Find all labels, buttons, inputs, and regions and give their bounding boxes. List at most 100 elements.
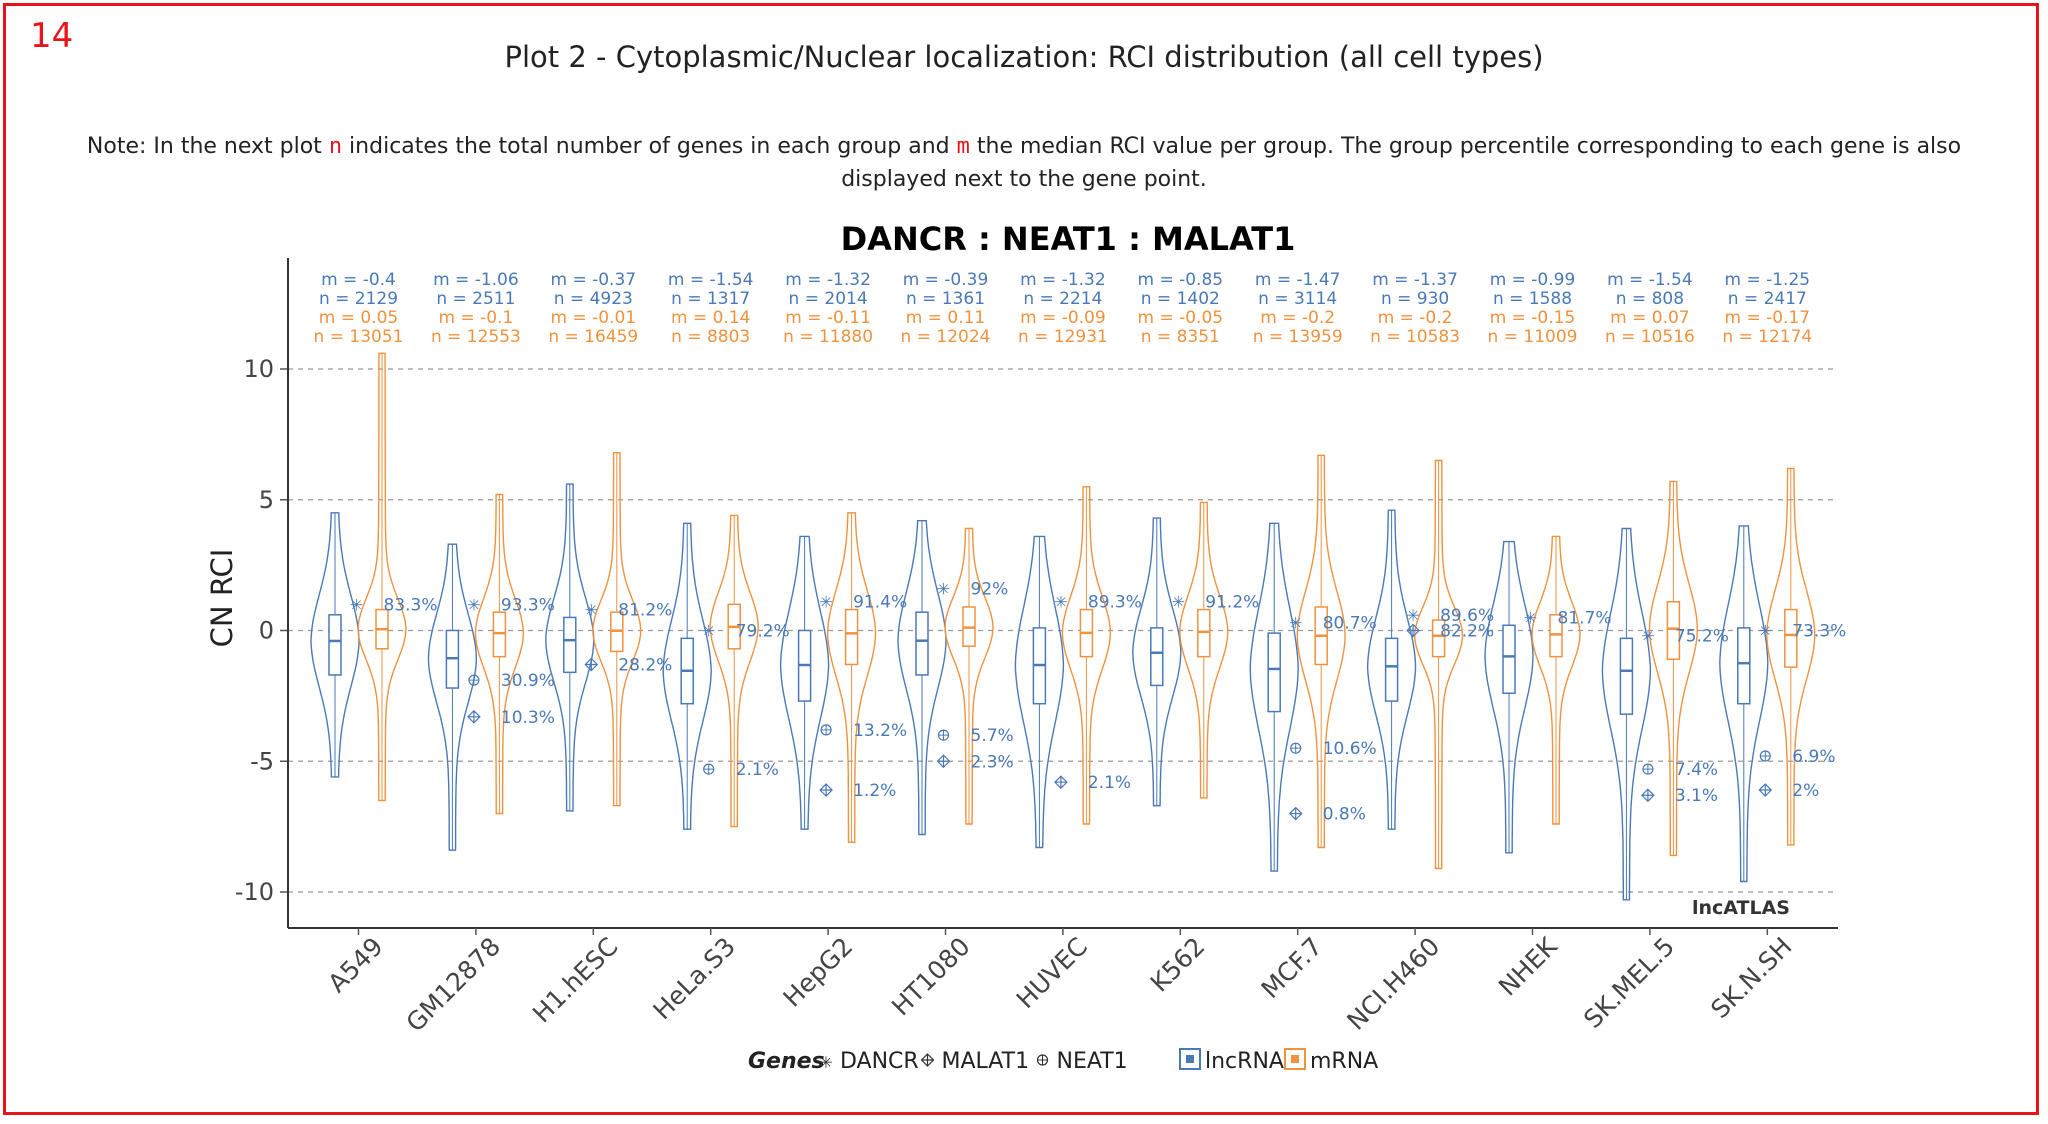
gene-point-DANCR-SK.MEL.5: ✳ (1641, 627, 1654, 646)
gene-percentile-MALAT1-HUVEC: 2.1% (1088, 773, 1131, 793)
n-label-mRNA-GM12878: n = 12553 (431, 327, 521, 347)
m-label-mRNA-A549: m = 0.05 (319, 308, 398, 328)
note-part-2: indicates the total number of genes in e… (342, 134, 957, 159)
gene-percentile-DANCR-HepG2: 91.4% (853, 593, 907, 613)
box-mRNA-SK.MEL.5 (1666, 600, 1681, 661)
x-tick-label-MCF.7: MCF.7 (1256, 932, 1328, 1004)
gene-point-MALAT1-HUVEC (1054, 775, 1068, 790)
box-lncRNA-NCI.H460 (1384, 637, 1399, 702)
m-label-mRNA-NHEK: m = -0.15 (1490, 308, 1576, 328)
box-lncRNA-MCF.7 (1267, 632, 1281, 713)
box-lncRNA-K562 (1150, 627, 1164, 687)
y-tick-label: 5 (259, 486, 274, 514)
x-tick-label-SK.N.SH: SK.N.SH (1705, 932, 1797, 1024)
gene-point-DANCR-HT1080: ✳ (937, 580, 950, 599)
gene-point-DANCR-HUVEC: ✳ (1054, 593, 1067, 612)
y-tick-label: -5 (250, 747, 274, 775)
m-label-lncRNA-NCI.H460: m = -1.37 (1372, 270, 1458, 290)
m-label-mRNA-MCF.7: m = -0.2 (1260, 308, 1335, 328)
m-label-mRNA-HT1080: m = 0.11 (906, 308, 985, 328)
x-tick-label-H1.hESC: H1.hESC (527, 932, 624, 1029)
legend-symbol-DANCR: ✳ (819, 1053, 832, 1072)
box-mRNA-SK.N.SH (1784, 608, 1798, 668)
violin-lncRNA-HUVEC (1014, 535, 1065, 849)
gene-percentile-MALAT1-GM12878: 10.3% (501, 708, 555, 728)
gene-point-DANCR-NCI.H460: ✳ (1406, 606, 1419, 625)
n-label-lncRNA-HUVEC: n = 2214 (1023, 289, 1102, 309)
violin-lncRNA-NHEK (1484, 540, 1534, 854)
m-label-lncRNA-SK.N.SH: m = -1.25 (1724, 270, 1810, 290)
gene-percentile-NEAT1-MCF.7: 10.6% (1323, 739, 1377, 759)
box-mRNA-K562 (1197, 608, 1211, 658)
gene-percentile-NEAT1-SK.MEL.5: 7.4% (1675, 760, 1718, 780)
violin-mRNA-H1.hESC (592, 452, 642, 807)
m-label-mRNA-K562: m = -0.05 (1137, 308, 1223, 328)
n-label-lncRNA-K562: n = 1402 (1141, 289, 1220, 309)
x-tick-label-SK.MEL.5: SK.MEL.5 (1578, 932, 1680, 1034)
n-symbol: n (328, 134, 343, 159)
box-lncRNA-HT1080 (915, 611, 929, 676)
box-mRNA-HepG2 (844, 608, 859, 666)
box-lncRNA-SK.N.SH (1737, 627, 1751, 705)
box-lncRNA-A549 (328, 614, 342, 676)
legend-symbol-NEAT1-cross (1037, 1055, 1048, 1065)
gene-point-NEAT1-cross (468, 675, 479, 686)
n-label-mRNA-NHEK: n = 11009 (1488, 327, 1578, 347)
gene-point-NEAT1-cross (821, 724, 832, 735)
gene-percentile-MALAT1-SK.MEL.5: 3.1% (1675, 786, 1718, 806)
m-label-mRNA-HepG2: m = -0.11 (785, 308, 871, 328)
x-tick-label-HepG2: HepG2 (778, 932, 859, 1013)
violin-lncRNA-NCI.H460 (1367, 509, 1417, 830)
m-label-lncRNA-HepG2: m = -1.32 (785, 270, 871, 290)
violin-mRNA-NCI.H460 (1413, 459, 1464, 870)
x-tick-label-HeLa.S3: HeLa.S3 (647, 932, 740, 1025)
note-part-3: the median RCI value per group. The grou… (841, 134, 1962, 192)
gene-percentile-MALAT1-H1.hESC: 28.2% (618, 655, 672, 675)
n-label-mRNA-MCF.7: n = 13959 (1253, 327, 1343, 347)
x-tick-label-NHEK: NHEK (1493, 931, 1563, 1001)
y-tick-label: -10 (235, 878, 274, 906)
gene-percentile-NEAT1-SK.N.SH: 6.9% (1792, 747, 1835, 767)
gene-point-DANCR-SK.N.SH: ✳ (1759, 622, 1772, 641)
gene-percentile-NEAT1-HeLa.S3: 2.1% (736, 760, 779, 780)
m-symbol: m (956, 134, 970, 159)
m-label-lncRNA-H1.hESC: m = -0.37 (550, 270, 636, 290)
n-label-mRNA-SK.N.SH: n = 12174 (1722, 327, 1812, 347)
plot-heading: Plot 2 - Cytoplasmic/Nuclear localizatio… (504, 40, 1544, 74)
gene-percentile-DANCR-HUVEC: 89.3% (1088, 593, 1142, 613)
gene-point-DANCR-GM12878: ✳ (467, 595, 480, 614)
gene-point-MALAT1-HT1080 (936, 754, 951, 769)
legend-genes-title: Genes (748, 1049, 825, 1074)
gene-point-NEAT1-cross (938, 730, 949, 741)
n-label-mRNA-A549: n = 13051 (314, 327, 404, 347)
gene-point-MALAT1-MCF.7 (1288, 806, 1303, 821)
gene-percentile-DANCR-GM12878: 93.3% (501, 595, 555, 615)
x-tick-label-NCI.H460: NCI.H460 (1341, 932, 1445, 1036)
violin-mRNA-HT1080 (944, 527, 994, 825)
m-label-lncRNA-HT1080: m = -0.39 (903, 270, 989, 290)
watermark: lncATLAS (1692, 897, 1790, 919)
gene-percentile-DANCR-MCF.7: 80.7% (1323, 614, 1377, 634)
n-label-mRNA-H1.hESC: n = 16459 (548, 327, 638, 347)
legend-swatch-lncRNA (1179, 1048, 1201, 1070)
m-label-mRNA-HUVEC: m = -0.09 (1020, 308, 1106, 328)
violin-lncRNA-SK.N.SH (1719, 525, 1769, 883)
n-label-mRNA-SK.MEL.5: n = 10516 (1605, 327, 1695, 347)
gene-percentile-NEAT1-GM12878: 30.9% (501, 671, 555, 691)
n-label-lncRNA-NCI.H460: n = 930 (1381, 289, 1449, 309)
box-lncRNA-NHEK (1502, 624, 1516, 695)
gene-percentile-DANCR-HeLa.S3: 79.2% (736, 622, 790, 642)
box-lncRNA-H1.hESC (563, 616, 577, 674)
gene-percentile-MALAT1-MCF.7: 0.8% (1323, 805, 1366, 825)
violin-mRNA-K562 (1179, 501, 1229, 799)
box-mRNA-NCI.H460 (1431, 619, 1446, 658)
chart-title: DANCR : NEAT1 : MALAT1 (841, 220, 1296, 258)
m-label-lncRNA-NHEK: m = -0.99 (1490, 270, 1576, 290)
violin-mRNA-SK.MEL.5 (1648, 480, 1699, 857)
violin-lncRNA-GM12878 (427, 543, 477, 851)
violin-lncRNA-MCF.7 (1249, 522, 1299, 872)
gene-point-DANCR-K562: ✳ (1172, 593, 1185, 612)
violin-mRNA-HeLa.S3 (709, 514, 759, 828)
legend-gene-MALAT1: MALAT1 (942, 1049, 1030, 1074)
n-label-mRNA-K562: n = 8351 (1141, 327, 1220, 347)
